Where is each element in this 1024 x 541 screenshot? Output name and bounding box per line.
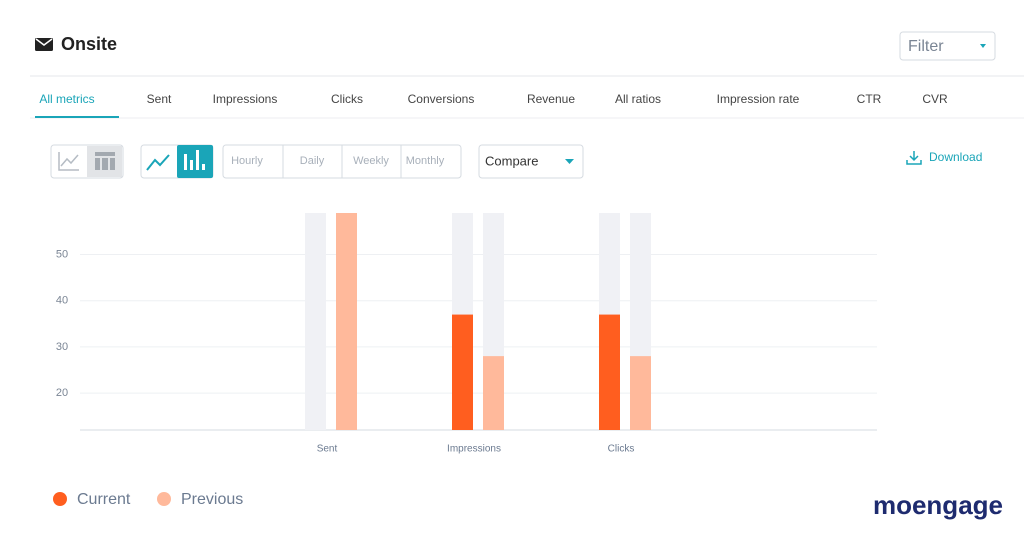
mail-icon — [35, 38, 53, 51]
tab[interactable]: Impression rate — [717, 92, 800, 106]
bar-track — [305, 213, 326, 430]
tab[interactable]: Conversions — [408, 92, 475, 106]
filter-label[interactable]: Filter — [908, 38, 944, 55]
tab[interactable]: All metrics — [39, 92, 94, 106]
brand-logo: moengage — [873, 490, 1003, 520]
granularity-option[interactable]: Weekly — [353, 155, 389, 167]
download-icon — [906, 151, 922, 165]
granularity-option[interactable]: Monthly — [406, 155, 445, 167]
tab[interactable]: Sent — [147, 92, 172, 106]
tab[interactable]: CVR — [922, 92, 948, 106]
bar — [599, 314, 620, 430]
filter-dropdown[interactable] — [899, 31, 996, 61]
tab[interactable]: Revenue — [527, 92, 575, 106]
granularity-option[interactable]: Daily — [300, 155, 325, 167]
table-icon — [95, 152, 115, 170]
x-tick-label: Sent — [317, 444, 338, 455]
granularity-option[interactable]: Hourly — [231, 155, 263, 167]
legend-label: Current — [77, 491, 131, 508]
compare-label[interactable]: Compare — [485, 153, 538, 168]
y-tick-label: 30 — [56, 341, 68, 353]
legend-label: Previous — [181, 491, 243, 508]
tab[interactable]: All ratios — [615, 92, 661, 106]
x-tick-label: Impressions — [447, 444, 501, 455]
bar-chart-button[interactable] — [177, 145, 213, 178]
line-chart-icon — [146, 154, 170, 171]
legend-swatch — [53, 492, 67, 506]
y-tick-label: 50 — [56, 248, 68, 260]
dropdown-caret — [565, 159, 574, 164]
y-tick-label: 40 — [56, 295, 68, 307]
bar — [630, 356, 651, 430]
tab[interactable]: Impressions — [213, 92, 278, 106]
x-tick-label: Clicks — [608, 444, 635, 455]
download-link[interactable]: Download — [929, 150, 982, 164]
bar — [483, 356, 504, 430]
compare-dropdown[interactable] — [478, 144, 584, 179]
bar — [336, 213, 357, 430]
legend-swatch — [157, 492, 171, 506]
tab[interactable]: CTR — [857, 92, 882, 106]
y-tick-label: 20 — [56, 387, 68, 399]
bar — [452, 314, 473, 430]
tab[interactable]: Clicks — [331, 92, 363, 106]
bar-chart-icon — [184, 150, 205, 170]
dropdown-caret — [980, 44, 986, 48]
line-chart-icon — [58, 152, 79, 171]
page-title: Onsite — [61, 34, 117, 54]
